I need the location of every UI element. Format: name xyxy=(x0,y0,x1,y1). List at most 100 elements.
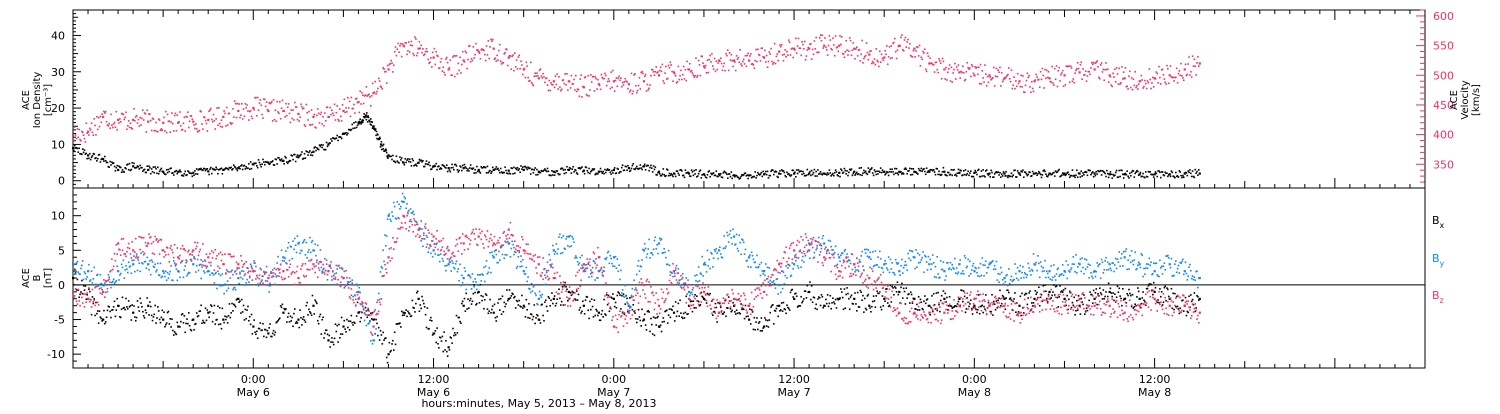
velocity-point xyxy=(822,34,824,36)
bx-point xyxy=(620,308,622,310)
bx-point xyxy=(1145,304,1147,306)
density-point xyxy=(766,174,768,176)
by-point xyxy=(572,238,574,240)
velocity-point xyxy=(963,72,965,74)
bx-point xyxy=(300,317,302,319)
by-point xyxy=(663,248,665,250)
density-point xyxy=(385,150,387,152)
density-point xyxy=(685,169,687,171)
by-point xyxy=(172,280,174,282)
density-point xyxy=(635,167,637,169)
by-point xyxy=(242,278,244,280)
velocity-point xyxy=(1059,80,1061,82)
velocity-point xyxy=(1040,71,1042,73)
velocity-point xyxy=(1133,85,1135,87)
density-point xyxy=(315,150,317,152)
by-point xyxy=(275,273,277,275)
by-point xyxy=(223,293,225,295)
bx-point xyxy=(291,317,293,319)
velocity-point xyxy=(100,116,102,118)
bx-point xyxy=(342,333,344,335)
bx-point xyxy=(542,315,544,317)
by-point xyxy=(219,285,221,287)
bx-point xyxy=(704,299,706,301)
right-y-tick-label: 550 xyxy=(1433,40,1454,53)
velocity-point xyxy=(548,90,550,92)
velocity-point xyxy=(631,73,633,75)
by-point xyxy=(448,263,450,265)
velocity-point xyxy=(319,122,321,124)
by-point xyxy=(103,285,105,287)
velocity-point xyxy=(1196,62,1198,64)
by-point xyxy=(565,238,567,240)
velocity-point xyxy=(1126,85,1128,87)
density-point xyxy=(166,169,168,171)
bx-point xyxy=(887,302,889,304)
by-point xyxy=(594,261,596,263)
velocity-point xyxy=(374,81,376,83)
by-point xyxy=(389,219,391,221)
by-point xyxy=(688,291,690,293)
bx-point xyxy=(1078,295,1080,297)
bx-point xyxy=(317,320,319,322)
density-point xyxy=(255,163,257,165)
velocity-point xyxy=(1115,81,1117,83)
density-point xyxy=(663,174,665,176)
bx-point xyxy=(769,319,771,321)
bx-point xyxy=(1039,305,1041,307)
velocity-point xyxy=(768,61,770,63)
bx-point xyxy=(910,291,912,293)
velocity-point xyxy=(890,58,892,60)
bx-point xyxy=(1111,292,1113,294)
density-point xyxy=(359,119,361,121)
by-point xyxy=(73,269,75,271)
density-point xyxy=(950,174,952,176)
bx-point xyxy=(640,325,642,327)
velocity-point xyxy=(1102,71,1104,73)
bx-point xyxy=(881,309,883,311)
velocity-point xyxy=(686,61,688,63)
bx-point xyxy=(359,321,361,323)
bx-point xyxy=(1080,298,1082,300)
by-point xyxy=(556,243,558,245)
velocity-point xyxy=(131,128,133,130)
bx-point xyxy=(555,305,557,307)
velocity-point xyxy=(952,72,954,74)
bx-point xyxy=(543,320,545,322)
by-point xyxy=(407,211,409,213)
density-point xyxy=(1186,175,1188,177)
by-point xyxy=(917,252,919,254)
bx-point xyxy=(805,290,807,292)
by-point xyxy=(951,269,953,271)
bx-point xyxy=(951,305,953,307)
bx-point xyxy=(133,305,135,307)
velocity-point xyxy=(1056,65,1058,67)
velocity-point xyxy=(890,45,892,47)
velocity-point xyxy=(394,51,396,53)
density-point xyxy=(795,176,797,178)
density-point xyxy=(700,169,702,171)
density-point xyxy=(215,167,217,169)
velocity-point xyxy=(525,77,527,79)
density-point xyxy=(946,175,948,177)
by-point xyxy=(202,261,204,263)
density-point xyxy=(860,167,862,169)
density-point xyxy=(548,171,550,173)
velocity-point xyxy=(580,74,582,76)
velocity-point xyxy=(206,123,208,125)
velocity-point xyxy=(1000,85,1002,87)
density-point xyxy=(568,169,570,171)
density-point xyxy=(552,174,554,176)
by-point xyxy=(387,215,389,217)
velocity-point xyxy=(611,87,613,89)
velocity-point xyxy=(765,61,767,63)
velocity-point xyxy=(737,58,739,60)
density-point xyxy=(681,170,683,172)
bx-point xyxy=(580,312,582,314)
density-point xyxy=(616,172,618,174)
bx-point xyxy=(929,314,931,316)
velocity-point xyxy=(722,69,724,71)
by-point xyxy=(900,265,902,267)
bx-point xyxy=(183,322,185,324)
velocity-point xyxy=(1041,79,1043,81)
